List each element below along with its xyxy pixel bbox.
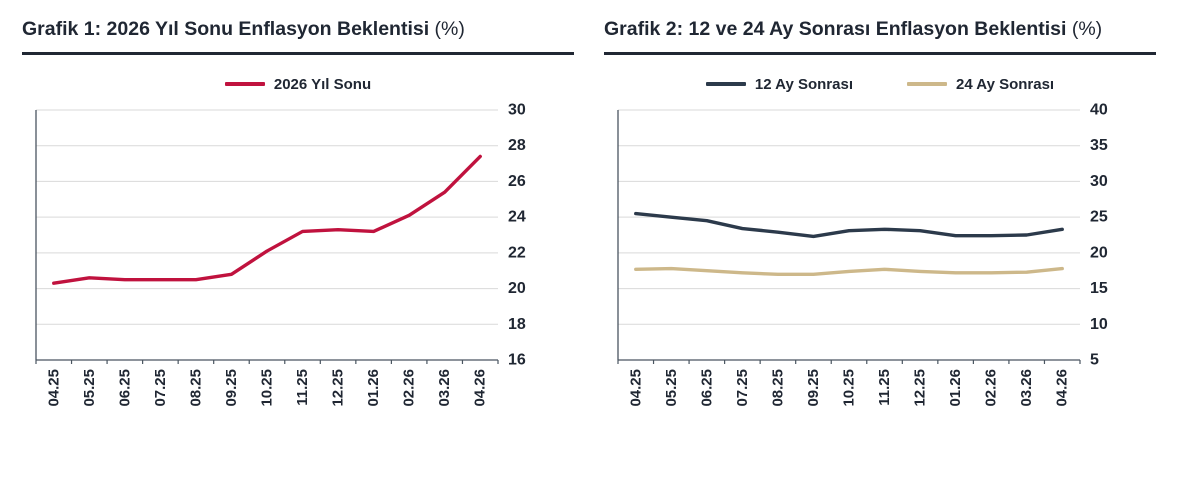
svg-text:25: 25 [1090, 209, 1108, 226]
svg-text:28: 28 [508, 137, 526, 154]
svg-text:11.25: 11.25 [876, 369, 893, 406]
chart2-title-rule [604, 52, 1156, 55]
svg-text:26: 26 [508, 173, 526, 190]
svg-text:05.25: 05.25 [81, 369, 98, 407]
chart1-title-text: Grafik 1: 2026 Yıl Sonu Enflasyon Beklen… [22, 18, 430, 40]
legend-line-swatch [705, 81, 746, 87]
svg-text:07.25: 07.25 [152, 369, 169, 407]
svg-text:09.25: 09.25 [805, 369, 822, 407]
svg-text:10.25: 10.25 [841, 369, 858, 407]
svg-text:18: 18 [508, 316, 526, 333]
chart1-title-unit: (%) [434, 18, 465, 40]
svg-text:24: 24 [508, 209, 526, 226]
chart1-plot-area: 16 18 20 22 24 26 28 30 04.25 05.25 06.25 07.25 08.2… [22, 102, 574, 442]
svg-text:5: 5 [1090, 352, 1099, 369]
chart1-panel: Grafik 1: 2026 Yıl Sonu Enflasyon Beklen… [22, 16, 574, 442]
legend-label: 12 Ay Sonrası [754, 75, 853, 93]
svg-text:01.26: 01.26 [947, 369, 964, 407]
svg-text:20: 20 [508, 280, 526, 297]
svg-text:30: 30 [1090, 173, 1108, 190]
svg-text:10: 10 [1090, 316, 1108, 333]
legend-item-24-ay-sonrasi: 24 Ay Sonrası [907, 76, 1054, 93]
chart2-panel: Grafik 2: 12 ve 24 Ay Sonrası Enflasyon … [604, 16, 1156, 442]
legend-label: 2026 Yıl Sonu [273, 75, 372, 93]
chart2-plot-area: 5 10 15 20 25 30 35 40 04.25 05.25 06.25 07.25 08.25… [604, 102, 1156, 442]
chart2-legend: 12 Ay Sonrası 24 Ay Sonrası [604, 72, 1156, 96]
legend-line-swatch [224, 81, 265, 87]
svg-text:03.26: 03.26 [436, 369, 453, 407]
svg-text:08.25: 08.25 [769, 369, 786, 407]
svg-text:15: 15 [1090, 280, 1108, 297]
svg-text:04.26: 04.26 [1054, 369, 1071, 407]
chart2-title-text: Grafik 2: 12 ve 24 Ay Sonrası Enflasyon … [604, 18, 1067, 40]
svg-text:40: 40 [1090, 102, 1108, 119]
chart2-title-unit: (%) [1071, 18, 1103, 40]
svg-text:05.25: 05.25 [663, 369, 680, 407]
svg-text:06.25: 06.25 [116, 369, 133, 407]
svg-text:02.26: 02.26 [983, 369, 1000, 407]
svg-text:10.25: 10.25 [259, 369, 276, 407]
svg-text:12.25: 12.25 [330, 369, 347, 407]
svg-text:09.25: 09.25 [223, 369, 240, 407]
charts-page: Grafik 1: 2026 Yıl Sonu Enflasyon Beklen… [22, 16, 1156, 442]
svg-text:04.25: 04.25 [627, 369, 644, 407]
svg-text:03.26: 03.26 [1018, 369, 1035, 407]
svg-text:22: 22 [508, 244, 526, 261]
svg-text:11.25: 11.25 [294, 369, 311, 406]
svg-text:06.25: 06.25 [698, 369, 715, 407]
svg-text:02.26: 02.26 [401, 369, 418, 407]
legend-line-swatch [907, 81, 947, 87]
svg-text:04.25: 04.25 [45, 369, 62, 407]
legend-item-12-ay-sonrasi: 12 Ay Sonrası [705, 75, 853, 93]
legend-item-2026-yil-sonu: 2026 Yıl Sonu [224, 75, 372, 93]
svg-text:04.26: 04.26 [472, 369, 489, 407]
svg-text:20: 20 [1090, 244, 1108, 261]
svg-text:30: 30 [508, 102, 526, 119]
chart2-title: Grafik 2: 12 ve 24 Ay Sonrası Enflasyon … [604, 16, 1156, 43]
legend-label: 24 Ay Sonrası [956, 75, 1055, 93]
svg-text:07.25: 07.25 [734, 369, 751, 407]
svg-text:16: 16 [508, 352, 526, 369]
chart1-title-rule [22, 52, 574, 55]
svg-text:08.25: 08.25 [187, 369, 204, 407]
svg-text:01.26: 01.26 [365, 369, 382, 407]
svg-text:12.25: 12.25 [912, 369, 929, 407]
chart1-title: Grafik 1: 2026 Yıl Sonu Enflasyon Beklen… [22, 16, 574, 43]
svg-text:35: 35 [1090, 137, 1108, 154]
chart1-legend: 2026 Yıl Sonu [22, 72, 574, 96]
